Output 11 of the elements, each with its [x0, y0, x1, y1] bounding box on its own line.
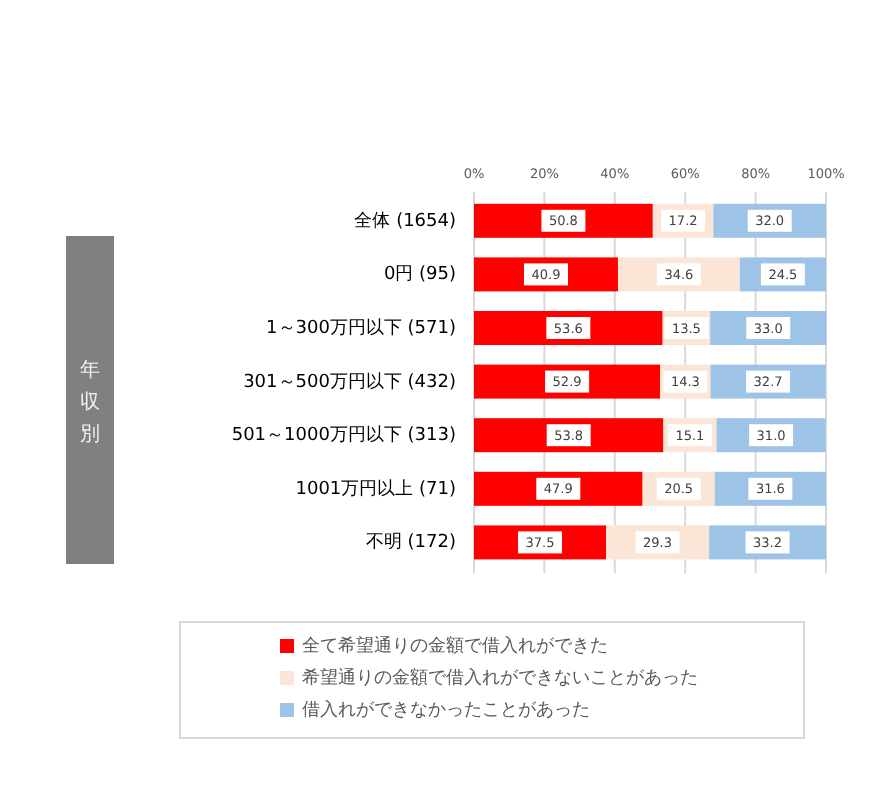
annotation: 年収別: [66, 236, 114, 564]
y-tick-label: 0円 (95): [383, 265, 456, 286]
y-tick-label: 501～1000万円以下 (313): [231, 424, 456, 447]
legend-label: 全て希望通りの金額で借入れができた: [302, 634, 608, 657]
legend-label: 希望通りの金額で借入れができないことがあった: [302, 666, 698, 689]
y-tick-label: 不明 (172): [365, 531, 456, 554]
y-tick-label: 1001万円以上 (71): [295, 477, 456, 500]
y-tick-label: 全体 (1654): [354, 209, 456, 232]
legend-label: 借入れができなかったことがあった: [302, 698, 590, 721]
y-tick-label: 301～500万円以下 (432): [243, 370, 456, 393]
y-tick-label: 1～300万円以下 (571): [266, 316, 456, 339]
